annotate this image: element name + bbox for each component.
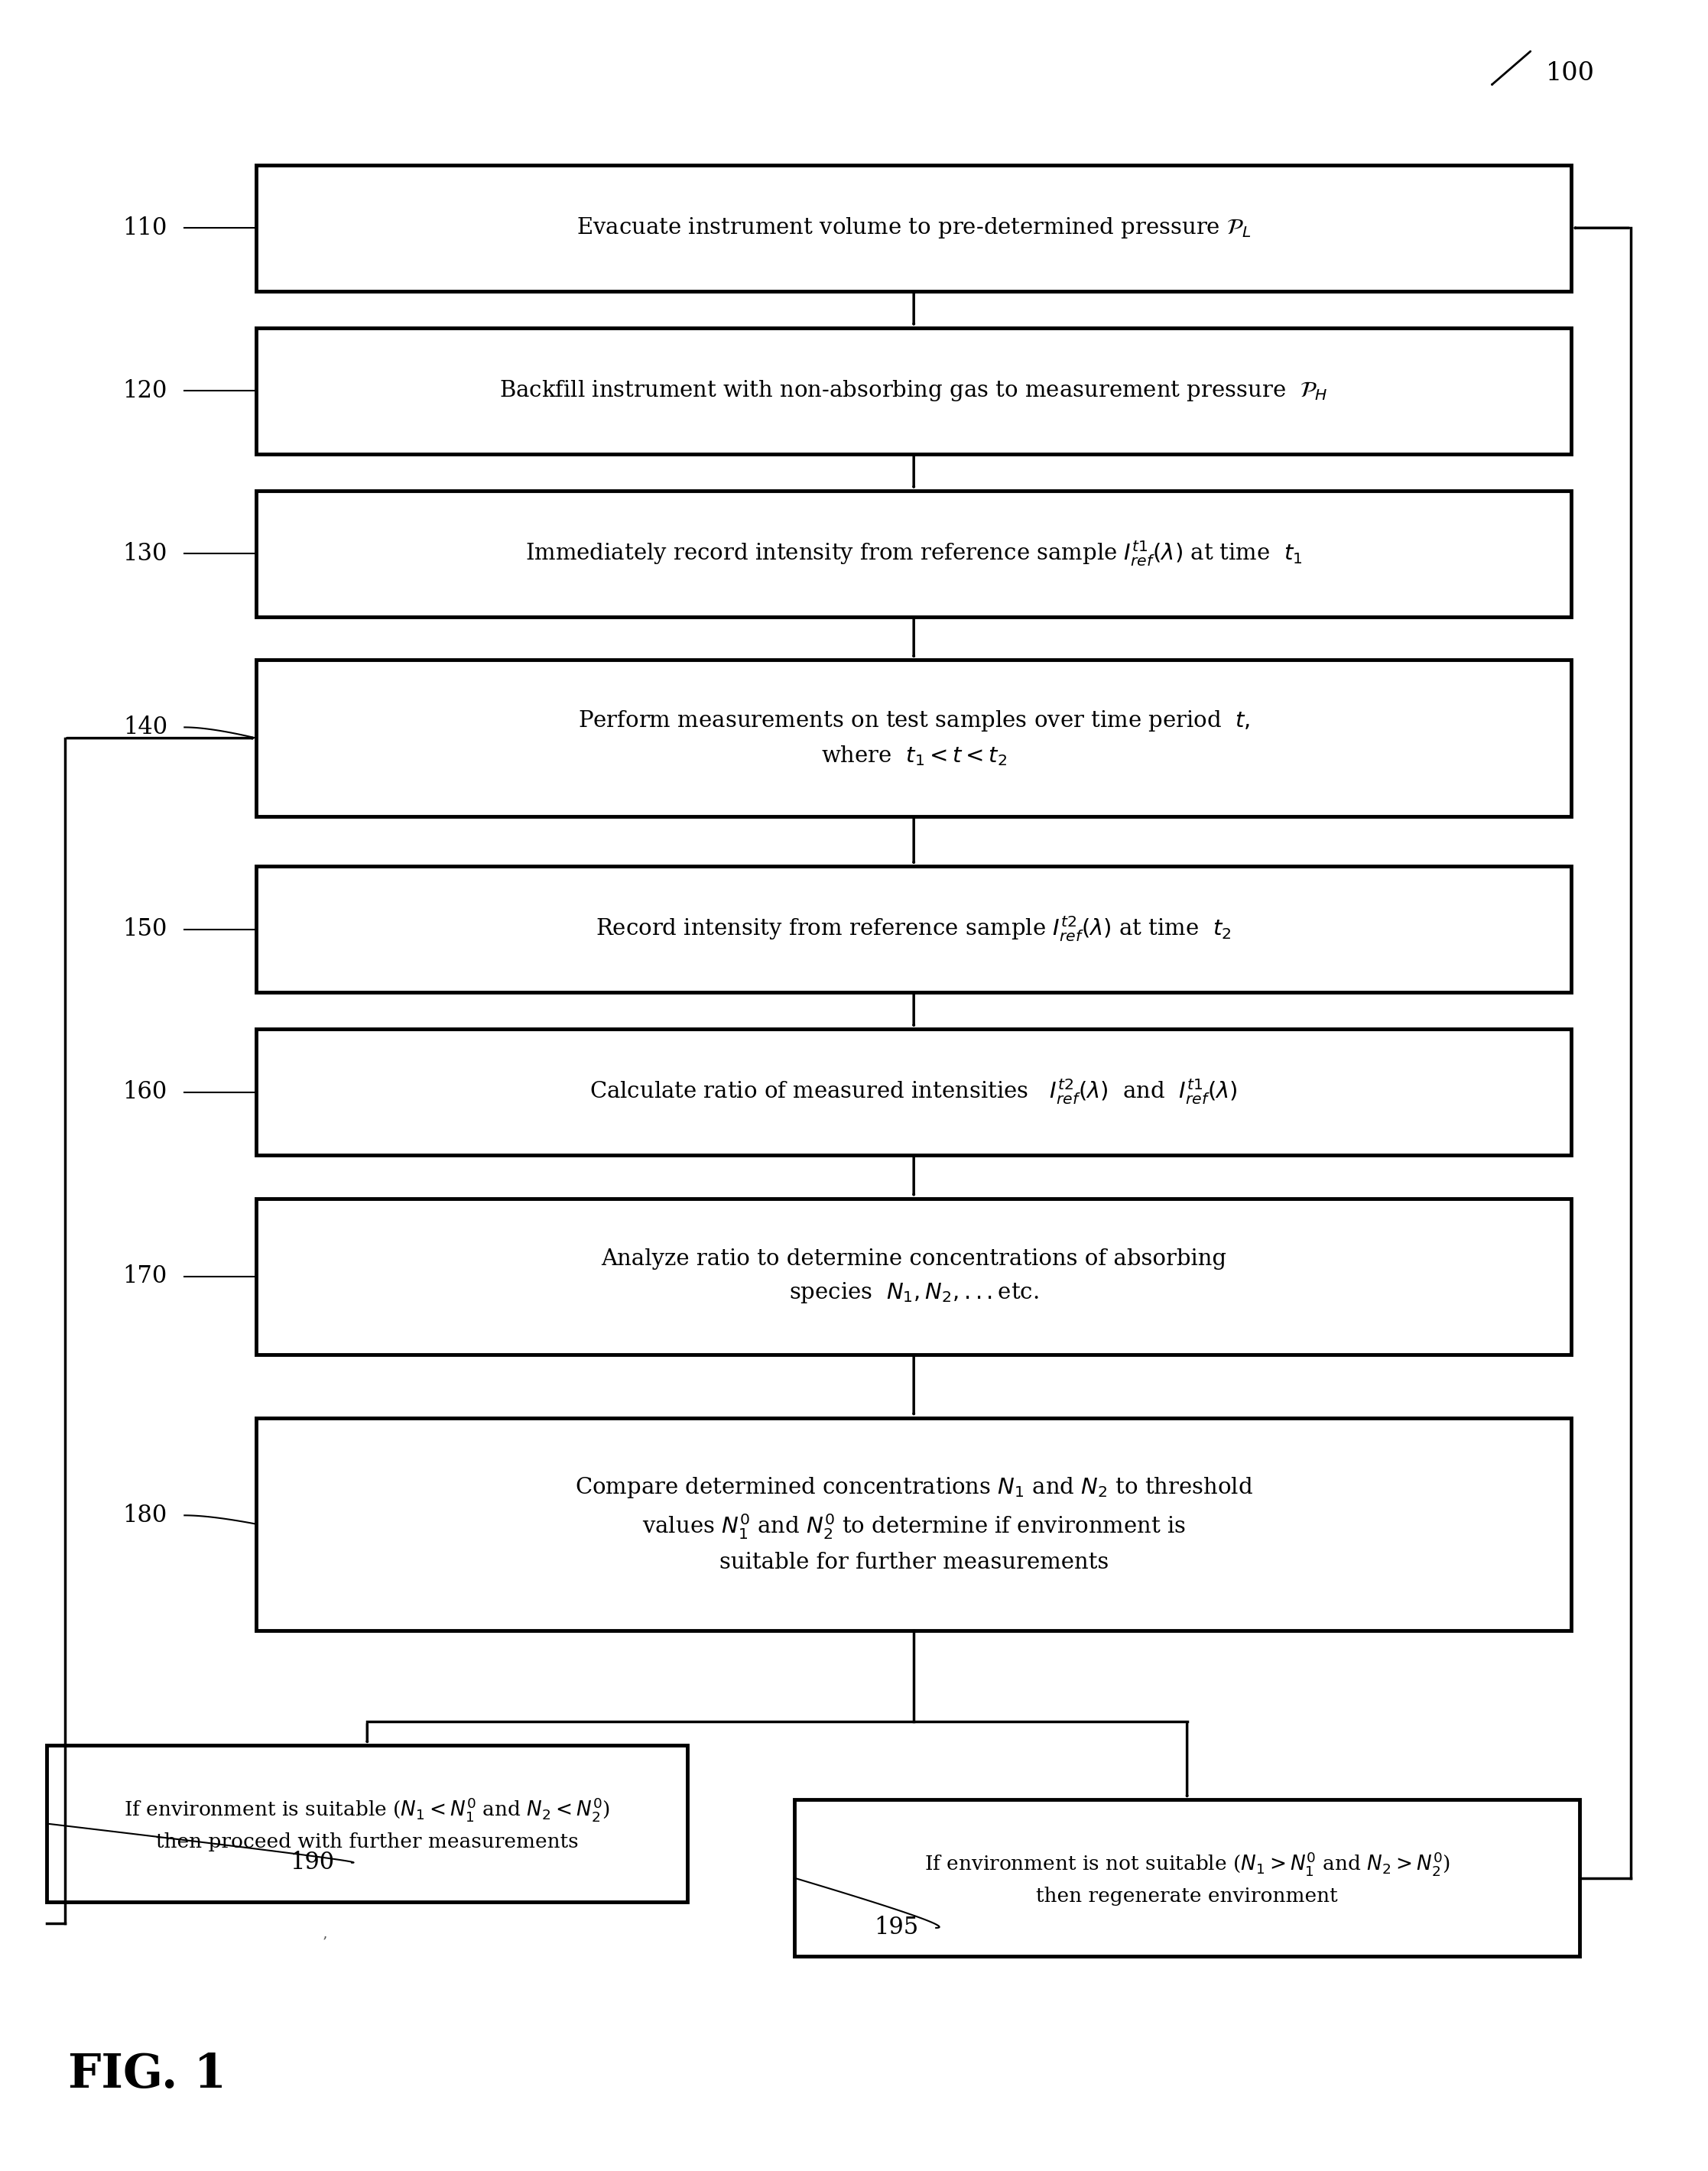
Text: 110: 110 [123, 217, 167, 239]
Text: 195: 195 [874, 1917, 919, 1939]
Text: 190: 190 [290, 1852, 335, 1874]
Text: FIG. 1: FIG. 1 [68, 2052, 227, 2097]
Bar [46, 1745, 687, 1902]
Text: 100: 100 [1546, 61, 1595, 85]
Bar [256, 1029, 1571, 1155]
Text: 180: 180 [123, 1505, 167, 1526]
Text: 150: 150 [123, 918, 167, 940]
Text: 140: 140 [123, 716, 167, 738]
Text: Record intensity from reference sample $I_{ref}^{t2}(\lambda)$ at time  $t_2$: Record intensity from reference sample $… [596, 914, 1231, 944]
Bar [256, 1198, 1571, 1355]
Text: Calculate ratio of measured intensities   $I_{ref}^{t2}(\lambda)$  and  $I_{ref}: Calculate ratio of measured intensities … [589, 1077, 1238, 1107]
Text: 130: 130 [123, 543, 167, 564]
Text: Perform measurements on test samples over time period  $t,$
where  $t_1 < t < t_: Perform measurements on test samples ove… [577, 708, 1250, 769]
Text: If environment is suitable ($N_1 < N_1^0$ and $N_2 < N_2^0$)
then proceed with f: If environment is suitable ($N_1 < N_1^0… [125, 1795, 610, 1852]
Text: 120: 120 [123, 380, 167, 402]
Bar [256, 328, 1571, 454]
Text: ’: ’ [323, 1937, 326, 1950]
Bar [794, 1800, 1580, 1956]
Text: 170: 170 [123, 1266, 167, 1287]
Text: Analyze ratio to determine concentrations of absorbing
species  $N_1, N_2,...$et: Analyze ratio to determine concentration… [601, 1248, 1226, 1305]
Text: Compare determined concentrations $N_1$ and $N_2$ to threshold
values $N_1^0$ an: Compare determined concentrations $N_1$ … [574, 1474, 1254, 1574]
Bar [256, 1418, 1571, 1630]
Bar [256, 660, 1571, 816]
Bar [256, 866, 1571, 992]
Text: Evacuate instrument volume to pre-determined pressure $\mathcal{P}_L$: Evacuate instrument volume to pre-determ… [577, 215, 1250, 241]
Text: Immediately record intensity from reference sample $I_{ref}^{t1}(\lambda)$ at ti: Immediately record intensity from refere… [524, 538, 1303, 569]
Text: Backfill instrument with non-absorbing gas to measurement pressure  $\mathcal{P}: Backfill instrument with non-absorbing g… [499, 378, 1329, 404]
Bar [256, 491, 1571, 617]
Bar [256, 165, 1571, 291]
Text: If environment is not suitable ($N_1 > N_1^0$ and $N_2 > N_2^0$)
then regenerate: If environment is not suitable ($N_1 > N… [924, 1850, 1450, 1906]
Text: 160: 160 [123, 1081, 167, 1103]
